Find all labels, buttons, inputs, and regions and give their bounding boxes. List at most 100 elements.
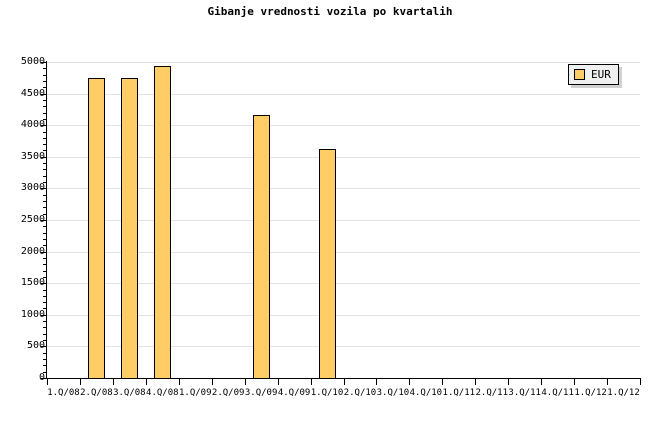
y-axis-minor-tick	[43, 333, 47, 335]
y-axis-minor-tick	[43, 207, 47, 209]
y-axis-minor-tick	[43, 87, 47, 89]
x-axis-tick	[376, 379, 377, 385]
y-axis-tick	[41, 251, 47, 253]
x-axis-tick	[179, 379, 180, 385]
x-axis-tick	[47, 379, 48, 385]
gridline	[47, 93, 640, 95]
y-axis-minor-tick	[43, 74, 47, 76]
bar[interactable]	[88, 77, 105, 379]
y-axis-minor-tick	[43, 365, 47, 367]
y-axis-minor-tick	[43, 321, 47, 323]
x-axis-tick	[574, 379, 575, 385]
y-axis-minor-tick	[43, 270, 47, 272]
y-axis-minor-tick	[43, 163, 47, 165]
y-axis-minor-tick	[43, 213, 47, 215]
y-axis-minor-tick	[43, 352, 47, 354]
legend-swatch-eur	[574, 69, 585, 80]
y-axis-label: 2000	[20, 245, 45, 257]
x-axis-tick	[541, 379, 542, 385]
y-axis-label: 0	[38, 372, 45, 383]
y-axis-tick	[41, 125, 47, 127]
bar[interactable]	[154, 66, 171, 379]
y-axis-tick	[41, 220, 47, 221]
y-axis-label: 2500	[20, 214, 45, 225]
bar[interactable]	[121, 77, 138, 379]
y-axis-minor-tick	[43, 238, 47, 240]
y-axis-label: 4000	[20, 119, 45, 131]
x-axis-tick	[344, 379, 345, 385]
x-axis-label: 4.Q/11	[541, 388, 574, 398]
x-axis-tick	[245, 379, 246, 385]
gridline	[47, 314, 640, 316]
x-axis-label: 1.Q/08	[47, 388, 80, 398]
y-axis-label: 1000	[20, 308, 45, 320]
x-axis-tick	[278, 379, 279, 385]
y-axis-minor-tick	[43, 289, 47, 291]
y-axis-tick	[41, 156, 47, 158]
y-axis-tick	[41, 93, 47, 95]
x-axis-tick	[113, 379, 114, 385]
y-axis-tick	[41, 62, 47, 63]
x-axis-tick	[409, 379, 410, 385]
y-axis-minor-tick	[43, 295, 47, 297]
y-axis-minor-tick	[43, 302, 47, 304]
gridline	[47, 156, 640, 158]
y-axis-minor-tick	[43, 340, 47, 342]
x-axis-label: 2.Q/08	[80, 388, 113, 398]
y-axis-minor-tick	[43, 308, 47, 310]
y-axis-minor-tick	[43, 201, 47, 203]
y-axis-minor-tick	[43, 150, 47, 152]
bar[interactable]	[253, 115, 270, 379]
x-axis-tick	[146, 379, 147, 385]
y-axis-minor-tick	[43, 232, 47, 234]
y-axis-minor-tick	[43, 118, 47, 120]
y-axis-minor-tick	[43, 137, 47, 139]
x-axis-tick	[212, 379, 213, 385]
x-axis-label: 2.Q/10	[343, 388, 377, 398]
y-axis-label: 5000	[20, 56, 45, 67]
y-axis-tick	[41, 346, 47, 348]
x-axis-tick	[311, 379, 312, 385]
y-axis-minor-tick	[43, 106, 47, 108]
plot-area	[47, 62, 640, 379]
legend[interactable]: EUR	[568, 64, 619, 85]
x-axis-tick	[442, 379, 443, 385]
x-axis-line	[46, 378, 641, 379]
y-axis-label: 3500	[20, 150, 45, 162]
y-axis-label: 4500	[20, 87, 45, 99]
y-axis-minor-tick	[43, 245, 47, 247]
y-axis-minor-tick	[43, 175, 47, 177]
x-axis-label: 4.Q/09	[277, 388, 311, 398]
x-axis-label: 3.Q/08	[113, 388, 146, 398]
x-axis-label: 1.Q/12	[574, 388, 607, 398]
x-axis-label: 4.Q/08	[146, 388, 179, 398]
x-axis-label: 2.Q/11	[475, 388, 508, 398]
x-axis-label: 4.Q/10	[409, 388, 443, 398]
y-axis-minor-tick	[43, 226, 47, 228]
y-axis-minor-tick	[43, 327, 47, 329]
y-axis-minor-tick	[43, 80, 47, 82]
y-axis-minor-tick	[43, 99, 47, 101]
gridline	[47, 251, 640, 253]
y-axis-minor-tick	[43, 68, 47, 70]
y-axis-minor-tick	[43, 257, 47, 259]
y-axis-tick	[41, 378, 47, 379]
bar[interactable]	[319, 149, 336, 379]
gridline	[47, 62, 640, 63]
y-axis-minor-tick	[43, 144, 47, 146]
y-axis-minor-tick	[43, 264, 47, 266]
gridline	[47, 346, 640, 348]
y-axis-minor-tick	[43, 359, 47, 361]
gridline	[47, 220, 640, 221]
x-axis-label: 1.Q/09	[178, 388, 212, 398]
x-axis-label: 2.Q/09	[211, 388, 245, 398]
y-axis-minor-tick	[43, 276, 47, 278]
y-axis-tick	[41, 283, 47, 285]
y-axis-label: 1500	[20, 277, 45, 289]
x-axis-tick	[80, 379, 81, 385]
y-axis-minor-tick	[43, 194, 47, 196]
x-axis-label: 1.Q/10	[310, 388, 344, 398]
y-axis-minor-tick	[43, 371, 47, 373]
y-axis-minor-tick	[43, 182, 47, 184]
